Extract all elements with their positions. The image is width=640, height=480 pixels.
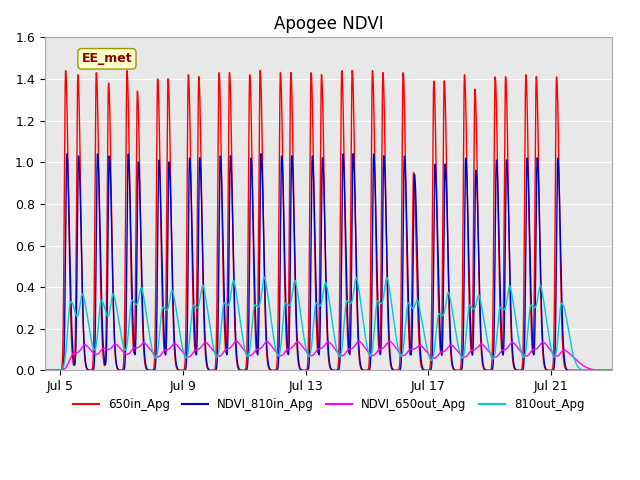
NDVI_810in_Apg	[462, 156, 470, 161]
Text: EE_met: EE_met	[82, 52, 132, 65]
650in_Apg	[377, 303, 385, 309]
NDVI_810in_Apg	[69, 353, 77, 359]
NDVI_650out_Apg	[41, 368, 49, 373]
NDVI_650out_Apg	[492, 354, 500, 360]
650in_Apg	[609, 368, 616, 373]
810out_Apg	[69, 303, 77, 309]
650in_Apg	[69, 361, 77, 367]
NDVI_650out_Apg	[69, 351, 77, 357]
NDVI_650out_Apg	[609, 368, 616, 373]
NDVI_810in_Apg	[41, 368, 49, 373]
NDVI_650out_Apg	[377, 346, 385, 351]
NDVI_810in_Apg	[492, 172, 500, 178]
650in_Apg	[492, 85, 500, 91]
810out_Apg	[401, 323, 409, 328]
810out_Apg	[377, 300, 385, 306]
NDVI_650out_Apg	[386, 338, 394, 344]
Line: 810out_Apg: 810out_Apg	[45, 277, 612, 371]
650in_Apg	[462, 96, 470, 102]
NDVI_810in_Apg	[246, 185, 254, 191]
810out_Apg	[246, 343, 254, 349]
810out_Apg	[260, 274, 268, 280]
650in_Apg	[256, 68, 264, 73]
650in_Apg	[41, 368, 49, 373]
Legend: 650in_Apg, NDVI_810in_Apg, NDVI_650out_Apg, 810out_Apg: 650in_Apg, NDVI_810in_Apg, NDVI_650out_A…	[68, 394, 589, 416]
Line: NDVI_650out_Apg: NDVI_650out_Apg	[45, 341, 612, 371]
810out_Apg	[462, 338, 470, 344]
NDVI_650out_Apg	[401, 352, 409, 358]
NDVI_810in_Apg	[257, 151, 265, 156]
NDVI_650out_Apg	[246, 353, 254, 359]
Line: NDVI_810in_Apg: NDVI_810in_Apg	[45, 154, 612, 371]
650in_Apg	[401, 159, 409, 165]
810out_Apg	[41, 368, 49, 373]
Title: Apogee NDVI: Apogee NDVI	[274, 15, 383, 33]
810out_Apg	[609, 368, 616, 373]
NDVI_810in_Apg	[609, 368, 616, 373]
810out_Apg	[492, 343, 500, 348]
NDVI_650out_Apg	[462, 354, 470, 360]
650in_Apg	[246, 78, 254, 84]
NDVI_810in_Apg	[377, 350, 385, 356]
Line: 650in_Apg: 650in_Apg	[45, 71, 612, 371]
NDVI_810in_Apg	[401, 169, 409, 175]
